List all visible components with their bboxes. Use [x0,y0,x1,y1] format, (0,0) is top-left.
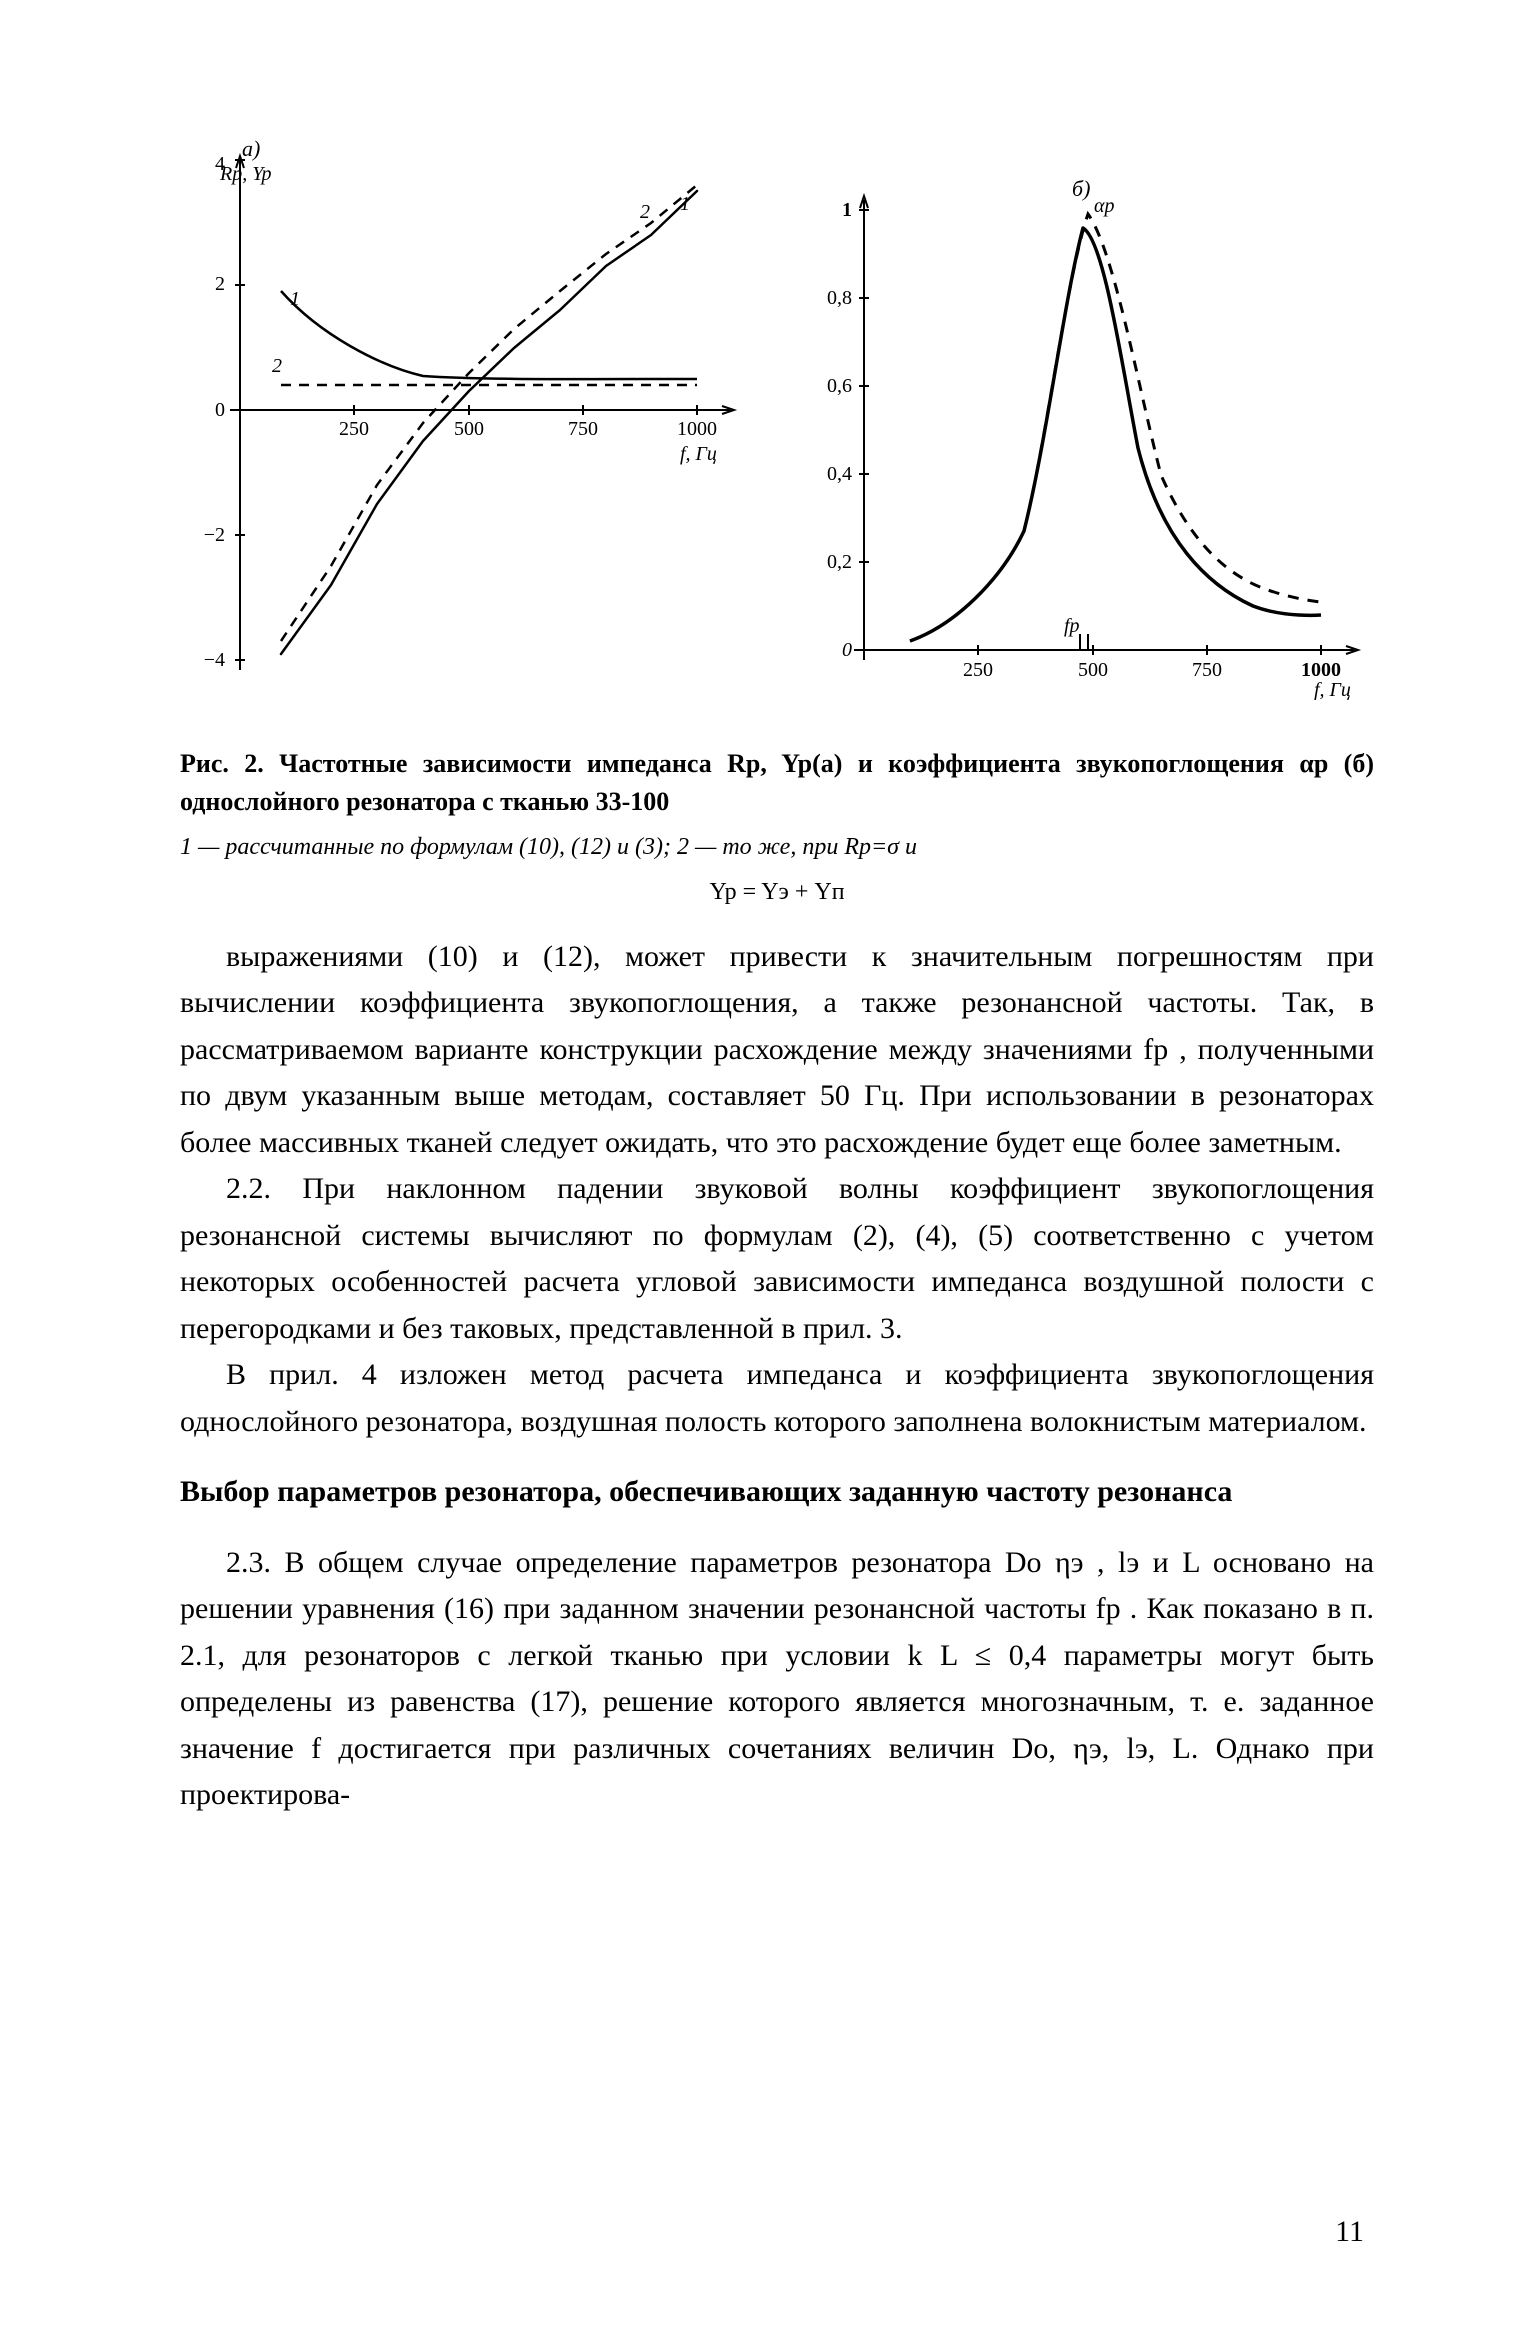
chart-b-panel-label: б) [1072,180,1090,201]
page-number: 11 [1335,2215,1364,2249]
chart-a-dashed-rise [281,185,697,641]
chart-a-ytick-m2: −2 [204,524,225,546]
chart-a-curvelabel-2b: 2 [640,201,650,223]
chart-a-svg: а) Rp, Yp 4 2 0 −2 −4 250 500 750 1000 f… [180,140,740,700]
para-2: 2.2. При наклонном падении звуковой волн… [180,1166,1374,1352]
chart-b-ytick-04: 0,4 [827,463,852,485]
chart-a-panel-label: а) [242,140,260,161]
chart-a-xaxis-label: f, Гц [680,443,717,465]
para-4: 2.3. В общем случае определение параметр… [180,1540,1374,1819]
chart-b-fp-label: fp [1064,615,1080,637]
para-1: выражениями (10) и (12), может привести … [180,934,1374,1167]
subheading-text: Выбор параметров резонатора, обеспечиваю… [180,1475,1232,1508]
chart-a: а) Rp, Yp 4 2 0 −2 −4 250 500 750 1000 f… [180,140,740,705]
chart-b-xtick-1000: 1000 [1301,659,1341,681]
chart-b-svg: б) αp 1 0,8 0,6 0,4 0,2 0 250 500 750 10… [794,180,1374,700]
chart-a-curvelabel-2a: 2 [272,355,282,377]
chart-b-xaxis-label: f, Гц [1314,679,1351,700]
chart-a-xtick-750: 750 [568,418,598,440]
chart-a-curvelabel-1b: 1 [680,193,690,215]
figure-caption-text: Рис. 2. Частотные зависимости импеданса … [180,749,1374,816]
chart-b-ytick-02: 0,2 [827,551,852,573]
chart-b-ytick-06: 0,6 [827,375,852,397]
chart-b-dashed [910,214,1321,641]
figure-caption-sub-line1: 1 — рассчитанные по формулам (10), (12) … [180,834,917,860]
para-3: В прил. 4 изложен метод расчета импеданс… [180,1352,1374,1445]
figure-caption-sub-line2: Yp = Yэ + Yп [709,879,844,905]
chart-b-xtick-500: 500 [1078,659,1108,681]
body-text-2: 2.3. В общем случае определение параметр… [180,1540,1374,1819]
chart-b: б) αp 1 0,8 0,6 0,4 0,2 0 250 500 750 10… [794,180,1374,705]
figure-caption-sub: 1 — рассчитанные по формулам (10), (12) … [180,830,1374,865]
chart-b-ytick-0: 0 [842,639,852,661]
chart-a-curvelabel-1a: 1 [290,288,300,310]
figure-caption: Рис. 2. Частотные зависимости импеданса … [180,745,1374,820]
chart-a-ytick-0: 0 [215,399,225,421]
chart-a-yaxis-label: Rp, Yp [219,163,272,185]
figures-row: а) Rp, Yp 4 2 0 −2 −4 250 500 750 1000 f… [180,140,1374,705]
figure-caption-sub2: Yp = Yэ + Yп [180,875,1374,910]
chart-b-yaxis-label: αp [1094,195,1115,217]
chart-b-ytick-08: 0,8 [827,287,852,309]
chart-a-ytick-2: 2 [215,273,225,295]
chart-a-xtick-500: 500 [454,418,484,440]
chart-a-ytick-4: 4 [215,153,225,175]
chart-a-xtick-1000: 1000 [677,418,717,440]
chart-b-ytick-1: 1 [842,199,852,221]
chart-b-xtick-750: 750 [1192,659,1222,681]
chart-a-ytick-m4: −4 [204,649,225,671]
chart-a-solid-dip [281,291,697,379]
subheading: Выбор параметров резонатора, обеспечиваю… [180,1469,1374,1516]
chart-a-xtick-250: 250 [339,418,369,440]
body-text: выражениями (10) и (12), может привести … [180,934,1374,1446]
chart-b-xtick-250: 250 [963,659,993,681]
